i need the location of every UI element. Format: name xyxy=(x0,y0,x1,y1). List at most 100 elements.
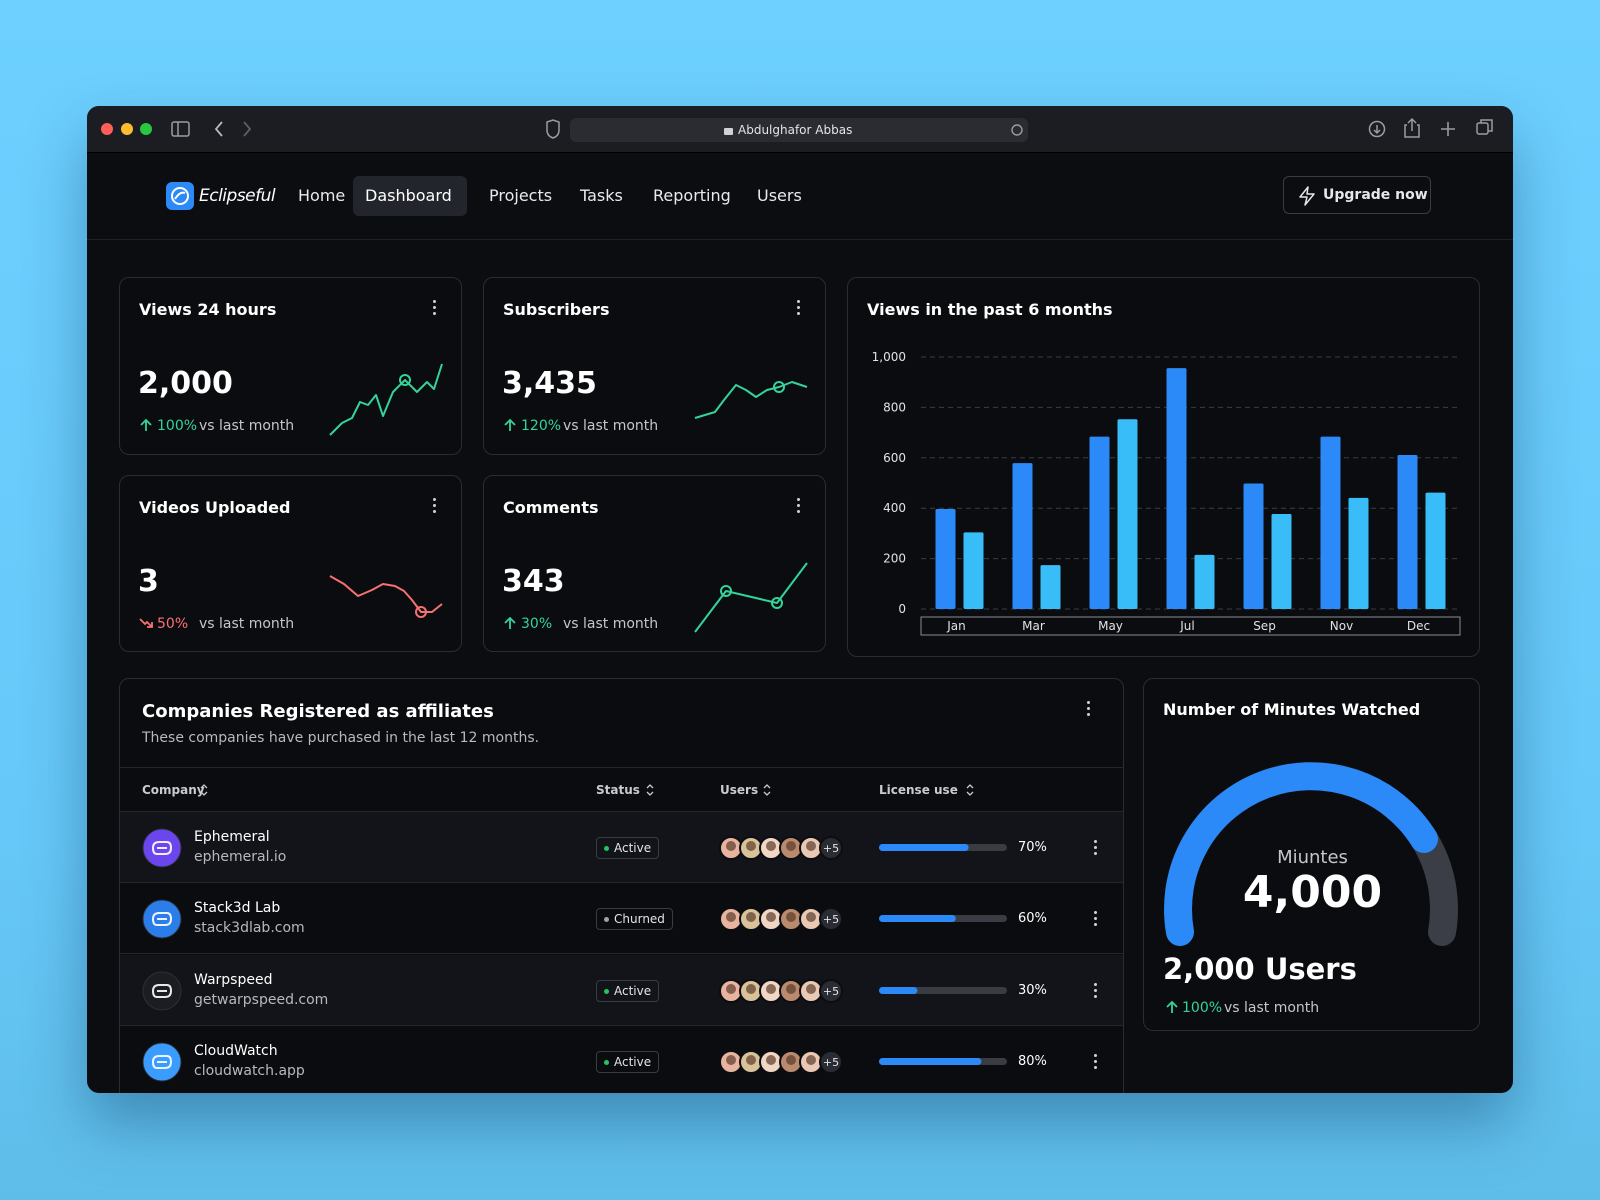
sort-icon xyxy=(966,784,974,796)
nav-item[interactable]: Dashboard xyxy=(365,186,452,205)
avatar xyxy=(719,836,743,860)
company-logo xyxy=(142,1042,182,1082)
column-header[interactable]: Status xyxy=(596,783,640,797)
sparkline-dot xyxy=(720,585,732,597)
stat-card: Comments 343 30% vs last month xyxy=(483,475,826,652)
avatar-group: +5 xyxy=(719,1050,843,1075)
avatar-more xyxy=(819,978,843,1003)
card-change: 50% xyxy=(157,616,189,632)
logo-glyph xyxy=(152,983,173,998)
status-dot xyxy=(604,917,609,923)
menu-dots[interactable] xyxy=(1087,701,1091,719)
dot xyxy=(1087,707,1090,710)
stat-card: Subscribers 3,435 120% vs last month xyxy=(483,277,826,455)
avatar-head xyxy=(806,841,816,851)
license-bar xyxy=(879,986,1007,994)
nav-item[interactable]: Tasks xyxy=(580,186,623,205)
bar xyxy=(1089,436,1110,609)
avatar-head xyxy=(786,841,796,851)
toolbar-icons xyxy=(101,117,1493,142)
avatar-more-label: +5 xyxy=(823,842,839,855)
menu-dots[interactable] xyxy=(1094,982,1098,1001)
sparkline-line xyxy=(329,363,443,436)
menu-dots[interactable] xyxy=(1094,911,1098,929)
trend-arrow xyxy=(504,616,516,629)
card-title: Subscribers xyxy=(503,300,610,319)
sparkline-line xyxy=(694,381,808,419)
avatar-head xyxy=(766,912,776,923)
license-fill xyxy=(879,1058,982,1066)
nav-item[interactable]: Users xyxy=(757,186,802,205)
dot xyxy=(433,498,436,501)
sparkline-dot xyxy=(415,606,427,618)
company-domain: cloudwatch.app xyxy=(194,1063,305,1080)
url-text[interactable]: Abdulghafor Abbas xyxy=(738,123,853,137)
x-tick-label: Jul xyxy=(1179,619,1194,633)
trend-arrow xyxy=(139,618,153,628)
avatar-head xyxy=(746,1055,756,1066)
column-header[interactable]: License use xyxy=(879,783,958,797)
sparkline xyxy=(694,381,808,419)
column-header[interactable]: Company xyxy=(142,783,205,797)
bar xyxy=(1425,492,1446,609)
nav-item[interactable]: Reporting xyxy=(653,186,731,205)
trend-icon xyxy=(140,418,152,431)
card-value: 343 xyxy=(502,564,565,599)
license-bar xyxy=(879,844,1007,851)
avatar xyxy=(759,1050,783,1075)
dot xyxy=(797,510,800,513)
dot xyxy=(1094,1066,1097,1070)
bar xyxy=(1194,554,1215,609)
dot xyxy=(1094,982,1097,986)
brand-logo xyxy=(166,182,194,210)
card-comparison: vs last month xyxy=(199,418,295,434)
dot xyxy=(797,306,800,309)
status-label: Active xyxy=(614,841,652,855)
bar xyxy=(1166,368,1187,609)
y-tick-label: 800 xyxy=(883,400,906,414)
table-title: Companies Registered as affiliates xyxy=(142,701,494,722)
sort-chevrons xyxy=(966,784,974,796)
avatar-more xyxy=(819,836,843,860)
avatar-more xyxy=(819,907,843,932)
bar-chart: 0 200 400 600 800 1,000 Jan Mar May Jul Sep Nov Dec xyxy=(872,350,1461,636)
card-title: Videos Uploaded xyxy=(139,498,291,517)
logo-glyph xyxy=(152,1055,173,1070)
avatar xyxy=(799,907,823,932)
gauge-label: Miuntes xyxy=(1277,847,1348,868)
avatar xyxy=(799,1050,823,1075)
row-divider xyxy=(120,953,1123,955)
gauge-comparison: vs last month xyxy=(1224,1000,1320,1016)
menu-dots[interactable] xyxy=(797,300,801,318)
menu-dots[interactable] xyxy=(1094,1054,1098,1072)
company-logo xyxy=(142,828,182,868)
upgrade-button[interactable]: Upgrade now xyxy=(1283,176,1431,214)
status-label: Active xyxy=(614,1055,652,1070)
avatar-head xyxy=(786,912,796,923)
status-dot xyxy=(604,988,609,994)
gauge-users: 2,000 Users xyxy=(1163,952,1357,986)
company-domain: ephemeral.io xyxy=(194,849,287,865)
nav-item[interactable]: Home xyxy=(298,186,346,205)
company-logo xyxy=(142,899,182,939)
avatar xyxy=(779,836,803,860)
dot xyxy=(1094,917,1097,921)
status-dot xyxy=(604,1060,609,1066)
gauge-card: Number of Minutes Watched Miuntes 4,000 2,0… xyxy=(1143,678,1480,1031)
sparkline-line xyxy=(694,562,808,633)
navbar: Eclipseful Upgrade now Home Dashboard Proj… xyxy=(87,153,1513,240)
dot xyxy=(1094,1054,1097,1058)
column-header[interactable]: Users xyxy=(720,783,759,797)
company-name: Stack3d Lab xyxy=(194,900,281,917)
menu-dots[interactable] xyxy=(1094,840,1098,858)
dot xyxy=(1094,852,1097,855)
nav-item[interactable]: Projects xyxy=(489,186,553,205)
gauge xyxy=(1164,762,1458,946)
dot xyxy=(433,306,436,309)
menu-dots[interactable] xyxy=(433,498,437,516)
menu-dots[interactable] xyxy=(797,498,801,516)
license-fill xyxy=(879,915,956,923)
sparkline xyxy=(329,363,443,436)
menu-dots[interactable] xyxy=(433,300,437,318)
y-tick-label: 1,000 xyxy=(872,350,906,364)
